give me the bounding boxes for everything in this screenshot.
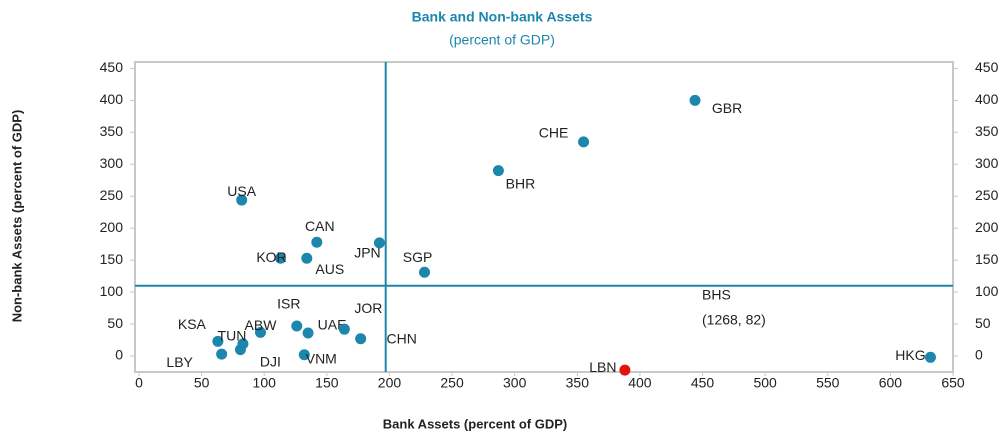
y2-tick-label: 350	[975, 123, 999, 139]
y2-tick-label: 150	[975, 251, 999, 267]
point	[492, 165, 504, 177]
x-tick-label: 150	[315, 375, 339, 391]
y2-tick-label: 300	[975, 155, 999, 171]
y2-tick-label: 200	[975, 219, 999, 235]
point-label: BHR	[506, 175, 536, 191]
x-tick-label: 50	[194, 375, 210, 391]
annotation: (1268, 82)	[702, 312, 766, 328]
y-axis-label: Non-bank Assets (percent of GDP)	[9, 110, 24, 323]
y-tick-label: 350	[100, 123, 124, 139]
y2-tick-label: 50	[975, 315, 991, 331]
point	[216, 348, 228, 360]
point-label: LBN	[589, 359, 616, 375]
point-label: GBR	[712, 100, 742, 116]
point-label: TUN	[218, 328, 247, 344]
x-tick-label: 650	[941, 375, 965, 391]
y-tick-label: 50	[107, 315, 123, 331]
point	[254, 326, 266, 338]
point	[578, 136, 590, 148]
x-axis-label: Bank Assets (percent of GDP)	[383, 416, 567, 431]
point-label: CHN	[386, 330, 416, 346]
x-tick-label: 200	[378, 375, 402, 391]
point	[298, 349, 310, 361]
point	[355, 333, 367, 345]
point-label: KSA	[178, 316, 207, 332]
y-tick-label: 200	[100, 219, 124, 235]
point-label: LBY	[166, 354, 193, 370]
y-tick-label: 100	[100, 283, 124, 299]
x-tick-label: 550	[816, 375, 840, 391]
point-label: KOR	[256, 249, 286, 265]
chart-subtitle: (percent of GDP)	[449, 32, 555, 48]
plot-border	[134, 61, 954, 373]
point	[689, 94, 701, 106]
point	[301, 252, 313, 264]
point-label: USA	[227, 183, 256, 199]
point	[311, 236, 323, 248]
point	[302, 327, 314, 339]
y-tick-label: 250	[100, 187, 124, 203]
point-label: JOR	[354, 300, 382, 316]
y2-tick-label: 400	[975, 91, 999, 107]
point-label: JPN	[354, 245, 380, 261]
point	[373, 237, 385, 249]
point-label: CHE	[539, 125, 569, 141]
point	[619, 364, 631, 376]
y-tick-label: 0	[115, 347, 123, 363]
point-label: CAN	[305, 218, 335, 234]
point	[275, 252, 287, 264]
y-tick-label: 450	[100, 59, 124, 75]
x-tick-label: 400	[628, 375, 652, 391]
annotation: BHS	[702, 287, 731, 303]
point	[236, 194, 248, 206]
point-label: ISR	[277, 296, 300, 312]
chart-title: Bank and Non-bank Assets	[412, 9, 593, 25]
x-tick-label: 450	[691, 375, 715, 391]
point	[924, 351, 936, 363]
x-tick-label: 350	[566, 375, 590, 391]
point-label: HKG	[895, 347, 925, 363]
x-tick-label: 500	[753, 375, 777, 391]
point-label: AUS	[315, 261, 344, 277]
point	[234, 344, 246, 356]
point	[419, 266, 431, 278]
point-label: SGP	[403, 249, 433, 265]
x-tick-label: 600	[879, 375, 903, 391]
y2-tick-label: 450	[975, 59, 999, 75]
point-label: DJI	[260, 353, 281, 369]
point-label: VNM	[306, 350, 337, 366]
x-tick-label: 300	[503, 375, 527, 391]
x-tick-label: 250	[440, 375, 464, 391]
x-tick-label: 0	[135, 375, 143, 391]
y2-tick-label: 100	[975, 283, 999, 299]
x-tick-label: 100	[253, 375, 277, 391]
y-tick-label: 150	[100, 251, 124, 267]
point	[291, 320, 303, 332]
y-tick-label: 400	[100, 91, 124, 107]
point	[212, 335, 224, 347]
point	[338, 323, 350, 335]
point-label: ABW	[245, 317, 278, 333]
y-tick-label: 300	[100, 155, 124, 171]
y2-tick-label: 0	[975, 347, 983, 363]
y2-tick-label: 250	[975, 187, 999, 203]
